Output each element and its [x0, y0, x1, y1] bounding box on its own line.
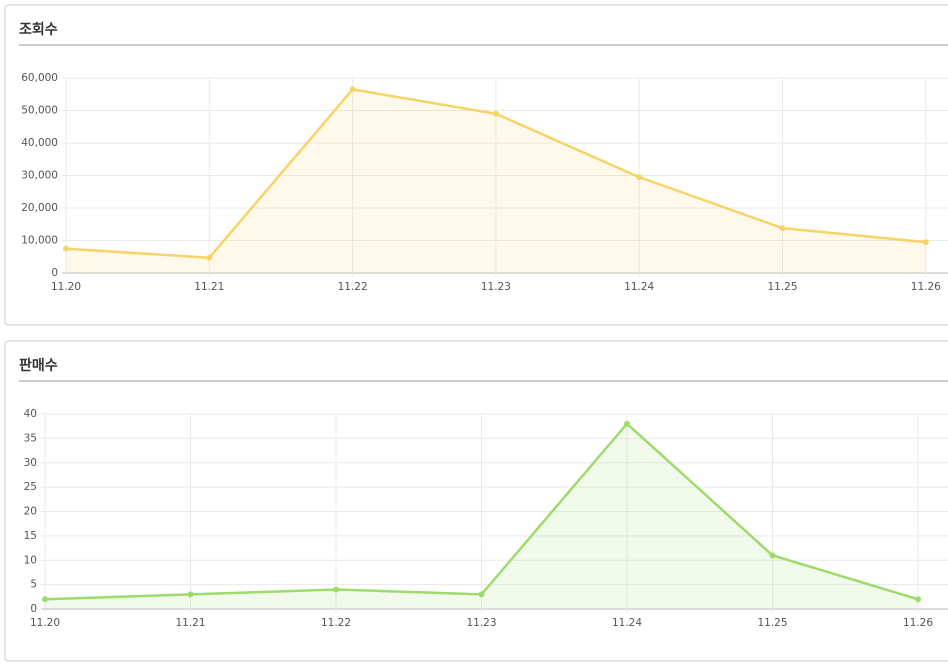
y-tick-label: 40 — [24, 408, 37, 420]
y-tick-label: 25 — [24, 481, 37, 493]
point — [636, 174, 643, 181]
panel-title: 조회수 — [19, 22, 58, 38]
point — [779, 225, 786, 232]
y-tick-label: 30,000 — [21, 170, 58, 182]
x-tick-label: 11.25 — [757, 617, 787, 629]
point — [915, 596, 921, 603]
x-tick-label: 11.22 — [321, 617, 351, 629]
y-tick-label: 0 — [51, 267, 58, 279]
panel-title: 판매수 — [19, 358, 58, 374]
x-tick-label: 11.23 — [466, 617, 496, 629]
point — [206, 254, 213, 261]
point — [63, 245, 69, 252]
x-tick-label: 11.21 — [175, 617, 205, 629]
x-tick-label: 11.20 — [30, 617, 60, 629]
point — [187, 591, 194, 598]
point — [922, 239, 929, 246]
y-tick-label: 0 — [30, 603, 37, 615]
point — [42, 596, 48, 603]
point — [478, 591, 485, 598]
x-tick-label: 11.24 — [624, 281, 654, 293]
x-tick-label: 11.22 — [338, 281, 368, 293]
y-tick-label: 30 — [24, 457, 37, 469]
y-tick-label: 50,000 — [21, 105, 58, 117]
point — [769, 552, 776, 559]
x-tick-label: 11.20 — [51, 281, 81, 293]
y-tick-label: 60,000 — [21, 72, 58, 84]
y-tick-label: 10 — [24, 554, 37, 566]
y-tick-label: 40,000 — [21, 137, 58, 149]
y-tick-label: 35 — [24, 432, 37, 444]
x-tick-label: 11.26 — [903, 617, 933, 629]
x-tick-label: 11.21 — [194, 281, 224, 293]
y-tick-label: 20 — [24, 506, 37, 518]
x-tick-label: 11.26 — [911, 281, 941, 293]
y-tick-label: 5 — [30, 579, 37, 591]
x-tick-label: 11.25 — [767, 281, 797, 293]
y-tick-label: 15 — [24, 530, 37, 542]
area — [66, 89, 926, 273]
panel — [4, 340, 948, 662]
y-tick-label: 10,000 — [21, 235, 58, 247]
panel — [4, 4, 948, 326]
point — [624, 420, 630, 427]
point — [492, 110, 499, 117]
point — [349, 86, 356, 93]
x-tick-label: 11.23 — [481, 281, 511, 293]
x-tick-label: 11.24 — [612, 617, 642, 629]
area — [45, 423, 918, 609]
point — [333, 586, 339, 593]
y-tick-label: 20,000 — [21, 202, 58, 214]
